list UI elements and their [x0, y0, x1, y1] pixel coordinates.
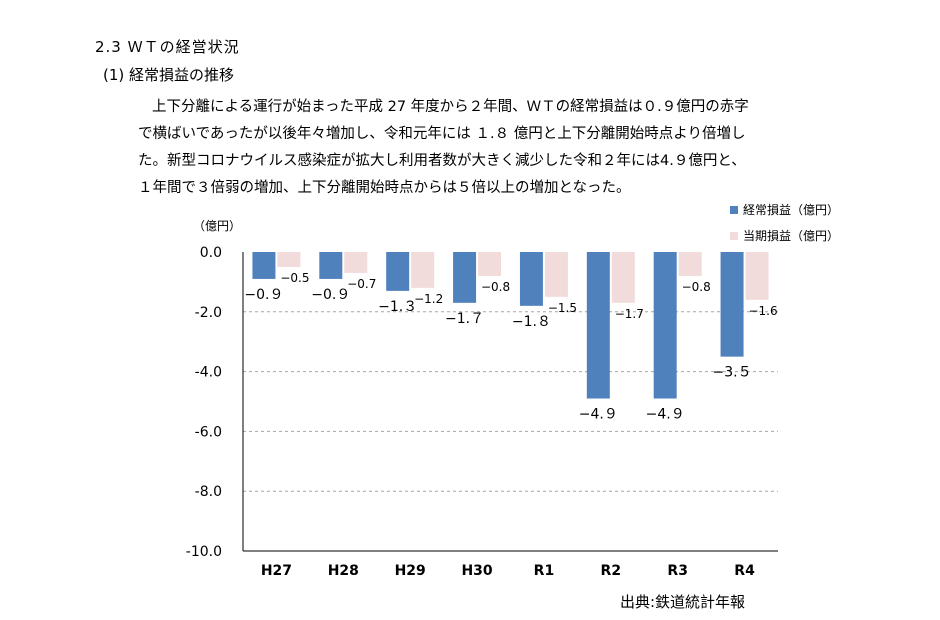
- x-tick-label: H28: [328, 563, 359, 579]
- data-label-keijo: −4.９: [579, 407, 618, 423]
- bar-keijo: [386, 252, 410, 291]
- bar-keijo: [586, 252, 610, 399]
- source-note: 出典:鉄道統計年報: [620, 593, 746, 611]
- y-tick-label: -6.0: [195, 424, 222, 440]
- y-tick-label: -8.0: [195, 484, 222, 500]
- x-tick-label: H29: [395, 563, 426, 579]
- data-label-toki: −1.6: [748, 304, 777, 318]
- body-paragraph: 上下分離による運行が始まった平成 27 年度から２年間、ＷＴの経常損益は０.９億…: [138, 94, 868, 202]
- paragraph-line: た。新型コロナウイルス感染症が拡大し利用者数が大きく減少した令和２年には4.９億…: [138, 153, 746, 169]
- data-label-toki: −1.2: [414, 292, 443, 306]
- bar-keijo: [720, 252, 744, 357]
- data-label-toki: −0.8: [481, 280, 510, 294]
- x-tick-label: H27: [261, 563, 292, 579]
- data-label-keijo: −1.８: [512, 314, 551, 330]
- paragraph-line: １年間で３倍弱の増加、上下分離開始時点からは５倍以上の増加となった。: [138, 180, 631, 196]
- y-tick-label: -4.0: [195, 365, 222, 381]
- data-label-toki: −0.5: [280, 271, 309, 285]
- bar-keijo: [519, 252, 543, 306]
- bar-toki: [678, 252, 702, 276]
- legend-swatch: [730, 206, 738, 214]
- paragraph-line: 上下分離による運行が始まった平成 27 年度から２年間、ＷＴの経常損益は０.９億…: [152, 99, 749, 115]
- data-label-keijo: −0.９: [244, 287, 283, 303]
- data-label-toki: −0.7: [347, 277, 376, 291]
- legend-swatch: [730, 232, 738, 240]
- legend-label: 経常損益（億円）: [743, 202, 839, 217]
- data-label-keijo: −0.９: [311, 287, 350, 303]
- bar-toki: [344, 252, 368, 273]
- section-heading: 2.3 ＷＴの経営状況: [95, 38, 240, 56]
- bar-keijo: [653, 252, 677, 399]
- bar-toki: [478, 252, 502, 276]
- data-label-keijo: −4.９: [646, 407, 685, 423]
- data-label-keijo: −1.７: [445, 311, 484, 327]
- bar-toki: [411, 252, 435, 288]
- data-label-keijo: −1.３: [378, 299, 417, 315]
- x-tick-label: R1: [534, 563, 555, 579]
- bar-toki: [277, 252, 301, 267]
- bar-keijo: [252, 252, 276, 279]
- x-tick-label: H30: [461, 563, 492, 579]
- bar-keijo: [453, 252, 477, 303]
- x-tick-label: R3: [667, 563, 688, 579]
- y-tick-label: -2.0: [195, 305, 222, 321]
- x-tick-label: R2: [601, 563, 622, 579]
- y-tick-label: -10.0: [186, 544, 222, 560]
- bar-toki: [745, 252, 769, 300]
- bar-toki: [611, 252, 635, 303]
- bar-keijo: [319, 252, 343, 279]
- y-tick-label: 0.0: [200, 245, 222, 261]
- y-axis-label: （億円）: [193, 219, 241, 233]
- section-subheading: (1) 経常損益の推移: [103, 66, 235, 84]
- data-label-toki: −0.8: [682, 280, 711, 294]
- data-label-toki: −1.5: [548, 301, 577, 315]
- data-label-toki: −1.7: [615, 307, 644, 321]
- legend-label: 当期損益（億円）: [743, 228, 839, 243]
- bar-toki: [544, 252, 568, 297]
- data-label-keijo: −3.５: [713, 365, 752, 381]
- x-tick-label: R4: [734, 563, 755, 579]
- paragraph-line: で横ばいであったが以後年々増加し、令和元年には １.８ 億円と上下分離開始時点よ…: [138, 126, 746, 142]
